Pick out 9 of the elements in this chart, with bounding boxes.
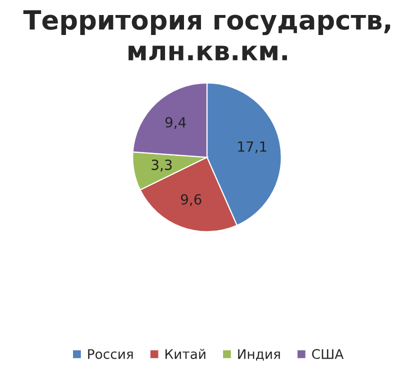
chart-title: Территория государств, млн.кв.км. <box>23 10 390 60</box>
data-label: 9,6 <box>180 194 202 206</box>
legend-label: Китай <box>166 348 206 360</box>
legend-label: США <box>312 349 344 360</box>
data-label: 9,4 <box>165 117 186 129</box>
legend-label: Индия <box>238 349 280 361</box>
data-label: 17,1 <box>238 141 266 154</box>
legend-label: Россия <box>88 349 133 360</box>
data-label: 3,3 <box>152 160 172 172</box>
